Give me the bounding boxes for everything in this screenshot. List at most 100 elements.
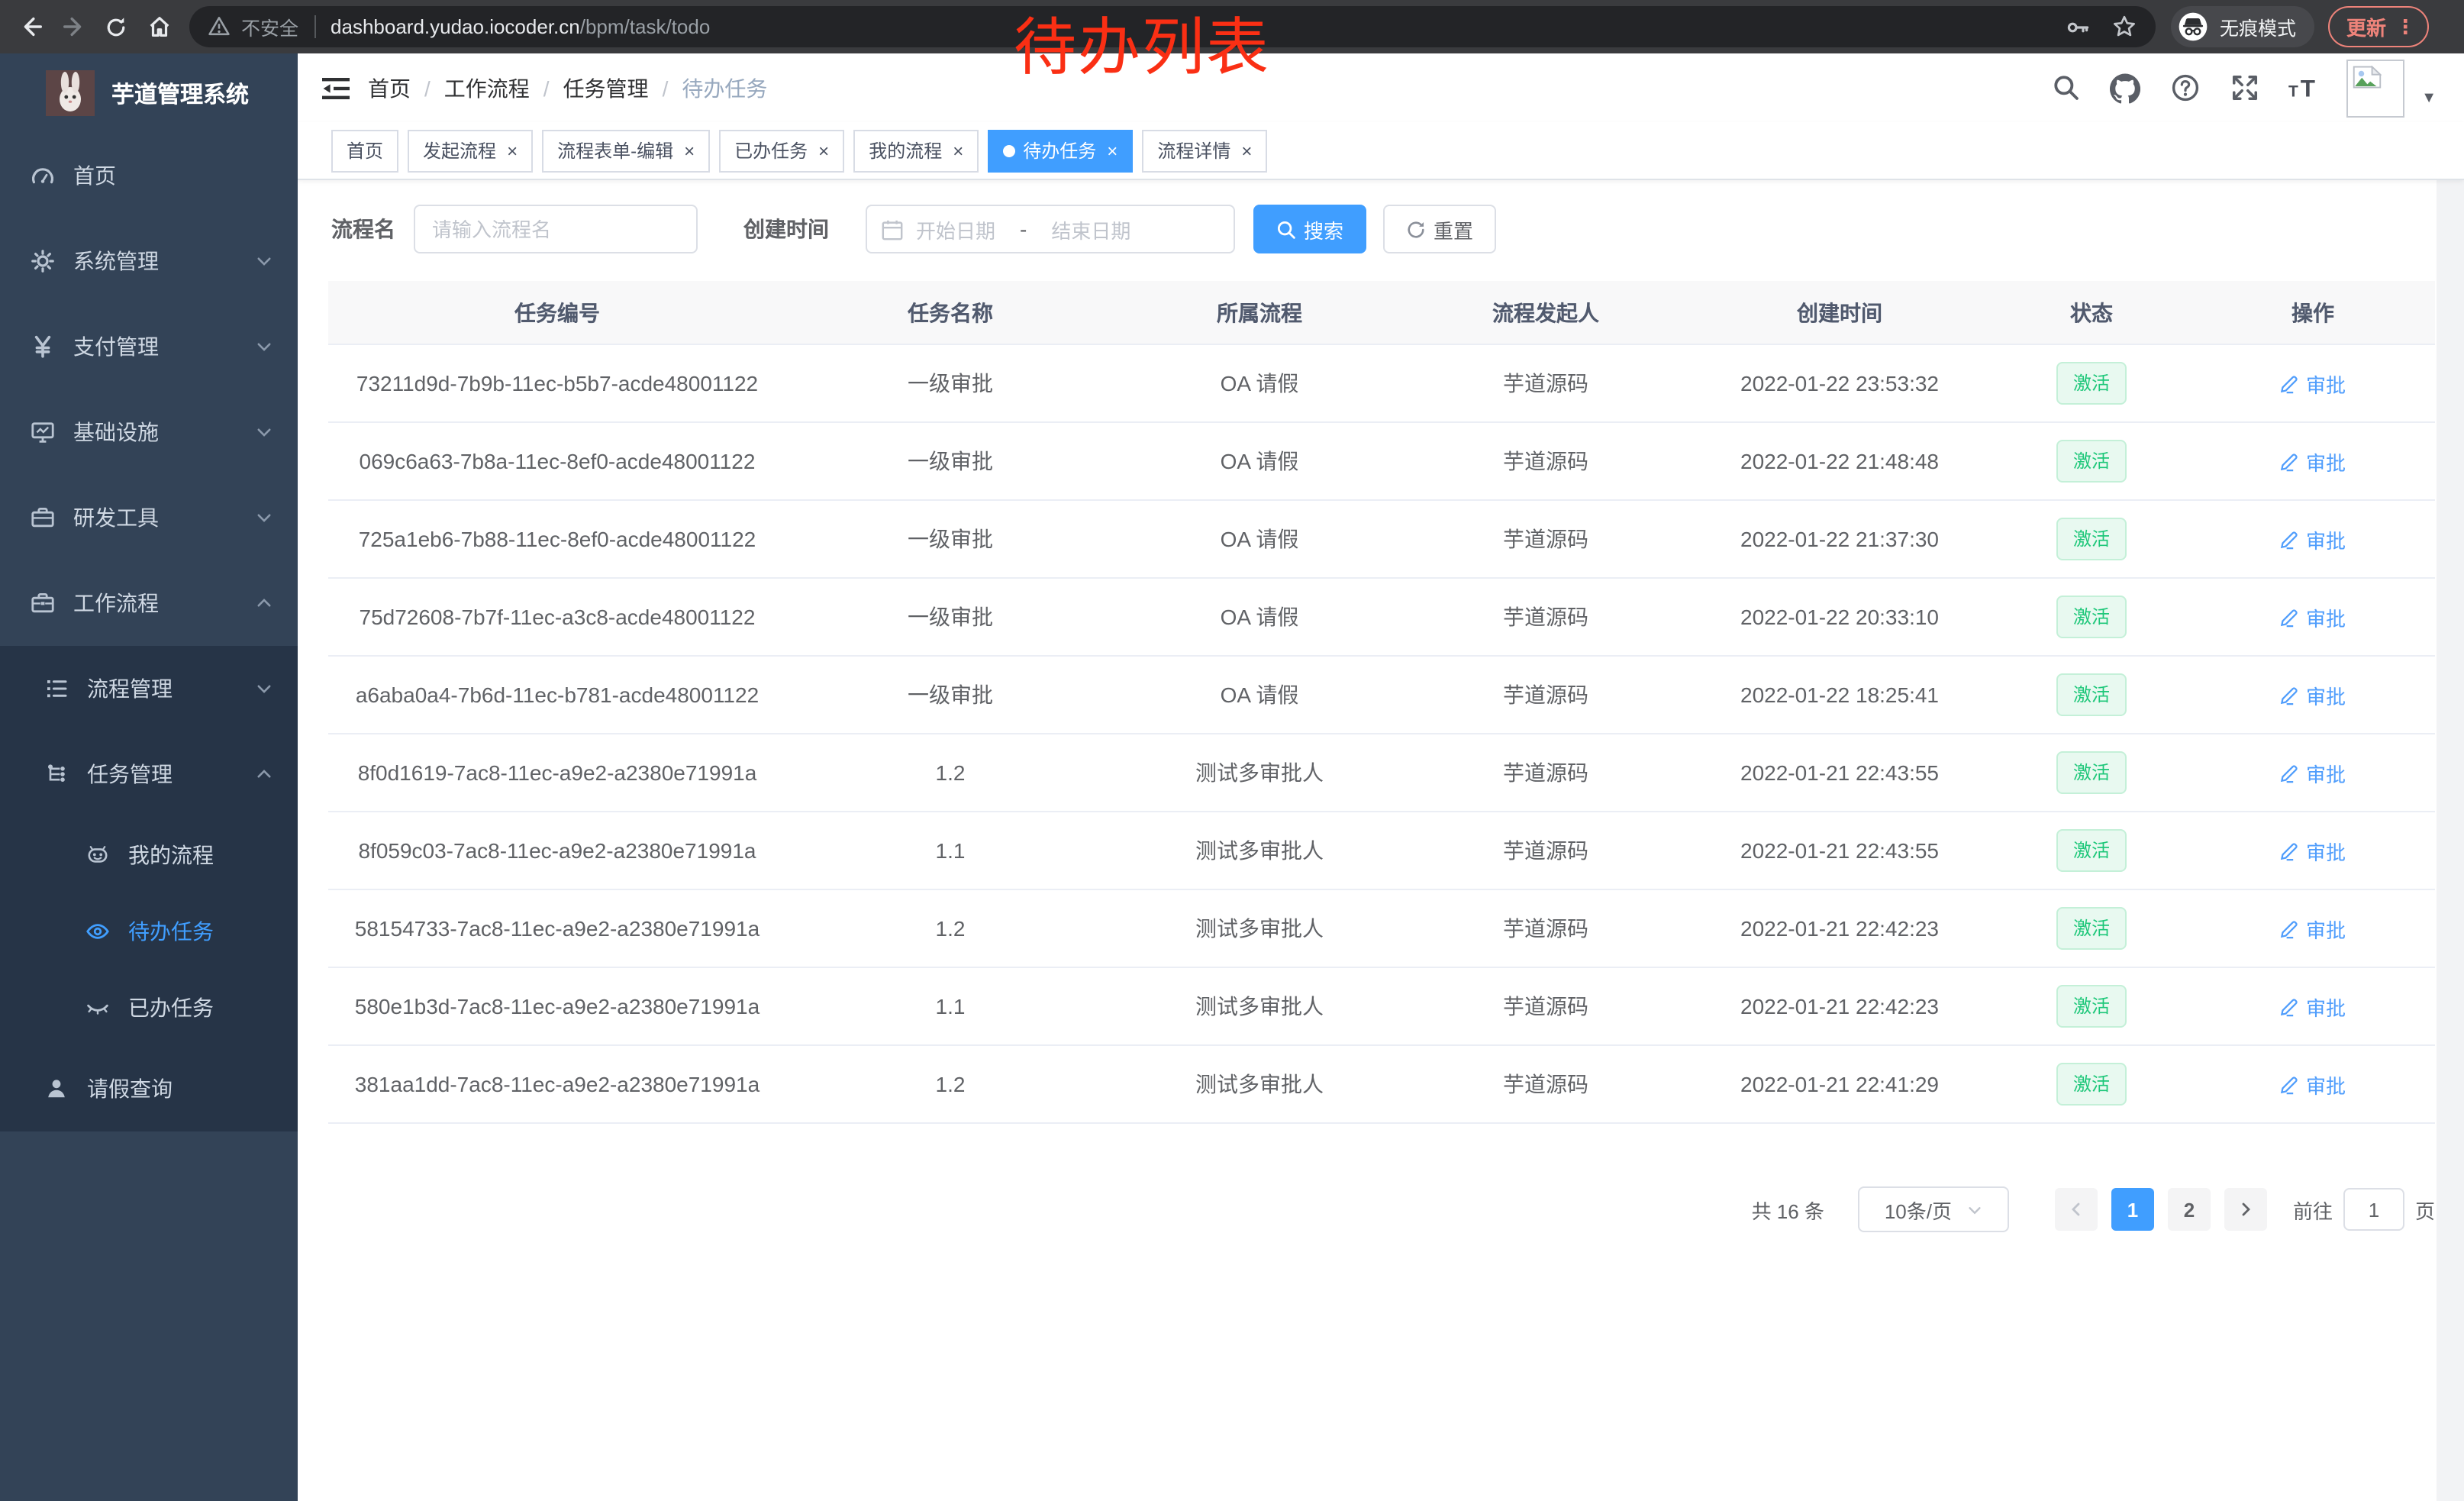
created-time-cell: 2022-01-22 21:48:48 [1687,422,1992,501]
approve-link[interactable]: 审批 [2280,1070,2346,1099]
update-label: 更新 [2346,17,2387,40]
tab[interactable]: 发起流程 × [408,129,534,172]
status-badge: 激活 [2056,907,2127,950]
next-page-button[interactable] [2224,1188,2267,1231]
process-name-input[interactable] [414,205,698,253]
chevron-icon [255,765,273,783]
close-icon[interactable]: × [818,140,830,161]
approve-link[interactable]: 审批 [2280,680,2346,709]
todo-task-table: 任务编号 任务名称 所属流程 流程发起人 创建时间 状态 操作 [328,281,2435,1124]
breadcrumb-item[interactable]: 待办任务 [682,76,768,100]
tab[interactable]: 流程详情 × [1142,129,1268,172]
close-icon[interactable]: × [684,140,695,161]
approve-link[interactable]: 审批 [2280,447,2346,476]
action-cell: 审批 [2191,344,2435,423]
incognito-badge: 无痕模式 [2171,6,2315,47]
filter-bar: 流程名 创建时间 开始日期 - 结束日期 搜索 重置 [331,205,2464,253]
refresh-icon [1408,221,1424,237]
breadcrumb-item[interactable]: 首页 [368,76,411,100]
window-edge [2437,53,2464,1501]
sidebar-item[interactable]: 基础设施 [0,389,298,475]
address-bar[interactable]: 不安全 dashboard.yudao.iocoder.cn/bpm/task/… [189,6,2156,47]
sidebar-item[interactable]: 研发工具 [0,475,298,560]
browser-forward-button[interactable] [52,5,95,48]
page-size-select[interactable]: 10条/页 [1857,1186,2009,1232]
reset-button[interactable]: 重置 [1383,205,1497,253]
sidebar-subitem[interactable]: 我的流程 [0,817,298,893]
help-icon[interactable] [2168,71,2201,105]
approve-link[interactable]: 审批 [2280,369,2346,398]
date-range-picker[interactable]: 开始日期 - 结束日期 [866,205,1235,253]
close-icon[interactable]: × [953,140,964,161]
breadcrumb-separator: / [424,76,431,100]
sidebar-item[interactable]: 系统管理 [0,218,298,304]
sidebar-item[interactable]: 工作流程 [0,560,298,646]
table-row: 381aa1dd-7ac8-11ec-a9e2-a2380e71991a 1.2… [328,1045,2435,1124]
approve-link[interactable]: 审批 [2280,525,2346,554]
sidebar-item[interactable]: 首页 [0,133,298,218]
url-path: /bpm/task/todo [579,15,711,38]
reset-button-label: 重置 [1434,219,1474,242]
approve-link[interactable]: 审批 [2280,992,2346,1021]
user-avatar[interactable] [2346,59,2405,117]
task-id-cell: 069c6a63-7b8a-11ec-8ef0-acde48001122 [328,422,786,501]
sidebar-subitem[interactable]: 请假查询 [0,1046,298,1131]
avatar-caret-icon[interactable]: ▼ [2421,90,2437,107]
app-title: 芋道管理系统 [111,82,250,108]
search-button[interactable]: 搜索 [1253,205,1367,253]
page-number-button[interactable]: 1 [2111,1188,2154,1231]
page-content: 流程名 创建时间 开始日期 - 结束日期 搜索 重置 [298,205,2464,1232]
sidebar-subitem[interactable]: 流程管理 [0,646,298,731]
browser-back-button[interactable] [9,5,52,48]
browser-update-button[interactable]: 更新 ⋮ [2328,6,2430,47]
tab[interactable]: 流程表单-编辑 × [542,129,711,172]
sidebar-item-label: 研发工具 [73,505,159,530]
created-time-cell: 2022-01-21 22:43:55 [1687,812,1992,890]
tab[interactable]: 待办任务 × [988,129,1134,172]
not-secure-icon [208,17,230,36]
prev-page-button[interactable] [2054,1188,2098,1231]
tab[interactable]: 首页 [331,129,399,172]
search-icon[interactable] [2049,71,2082,105]
create-time-label: 创建时间 [743,217,829,241]
fullscreen-icon[interactable] [2227,71,2261,105]
sidebar-item-label: 基础设施 [73,420,159,444]
browser-reload-button[interactable] [95,5,137,48]
sidebar-menu: 首页 系统管理 支付管理 基础设施 [0,133,298,1131]
bookmark-star-icon[interactable] [2111,14,2137,40]
tab[interactable]: 我的流程 × [853,129,979,172]
start-date-placeholder[interactable]: 开始日期 [916,219,996,242]
app-logo[interactable]: 芋道管理系统 [0,53,298,133]
approve-link[interactable]: 审批 [2280,602,2346,631]
table-row: 75d72608-7b7f-11ec-a3c8-acde48001122 一级审… [328,578,2435,657]
sidebar-subitem[interactable]: 待办任务 [0,893,298,970]
sidebar-subitem[interactable]: 已办任务 [0,970,298,1046]
end-date-placeholder[interactable]: 结束日期 [1051,219,1131,242]
approve-link[interactable]: 审批 [2280,758,2346,787]
github-icon[interactable] [2108,71,2142,105]
process-cell: 测试多审批人 [1114,812,1405,890]
sidebar-collapse-button[interactable] [316,68,356,108]
browser-home-button[interactable] [137,5,180,48]
approve-link-label: 审批 [2305,373,2346,396]
task-id-cell: 381aa1dd-7ac8-11ec-a9e2-a2380e71991a [328,1045,786,1124]
breadcrumb-item[interactable]: 任务管理 [563,76,649,100]
sidebar-item[interactable]: 支付管理 [0,304,298,389]
starter-cell: 芋道源码 [1405,734,1687,812]
password-key-icon[interactable] [2066,15,2090,39]
approve-link[interactable]: 审批 [2280,836,2346,865]
breadcrumb-item[interactable]: 工作流程 [443,76,530,100]
created-time-cell: 2022-01-22 20:33:10 [1687,578,1992,657]
status-cell: 激活 [1992,812,2191,890]
goto-page-input[interactable] [2343,1188,2404,1231]
close-icon[interactable]: × [1107,140,1118,161]
tab[interactable]: 已办任务 × [719,129,845,172]
sidebar-subitem[interactable]: 任务管理 [0,731,298,817]
close-icon[interactable]: × [1241,140,1253,161]
approve-link[interactable]: 审批 [2280,914,2346,943]
page-number-button[interactable]: 2 [2167,1188,2211,1231]
browser-menu-icon[interactable]: ⋮ [2395,15,2416,38]
action-cell: 审批 [2191,578,2435,657]
close-icon[interactable]: × [507,140,518,161]
